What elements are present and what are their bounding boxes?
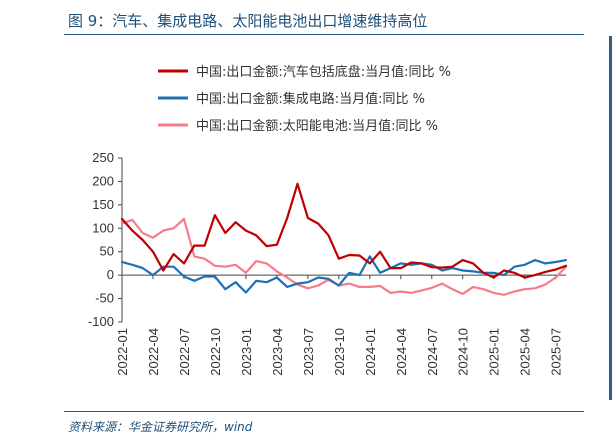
x-tick-label: 2023-07 [301,328,316,376]
series-line-3 [120,217,568,296]
series-line-1 [120,182,568,279]
y-tick-label: 50 [100,244,114,259]
x-tick-label: 2023-10 [332,328,347,376]
y-tick-label: 200 [92,173,114,188]
x-tick-label: 2022-01 [115,328,130,376]
x-axis: 2022-01 2022-04 2022-07 2022-10 2023-01 2023-… [115,274,566,376]
y-tick-label: -100 [88,314,114,329]
legend-label-2: 中国:出口金额:集成电路:当月值:同比 % [196,91,425,107]
series-layer [120,182,568,296]
y-axis: -100 -50 0 50 100 150 200 250 [88,150,123,329]
x-tick-label: 2022-10 [208,328,223,376]
y-tick-label: 100 [92,220,114,235]
chart-legend: 中国:出口金额:汽车包括底盘:当月值:同比 % 中国:出口金额:集成电路:当月值:… [158,64,451,134]
x-tick-label: 2024-04 [394,328,409,376]
y-tick-label: 250 [92,150,114,165]
x-tick-label: 2024-01 [363,328,378,376]
x-tick-label: 2025-04 [518,328,533,376]
footer-divider [64,411,584,412]
x-tick-label: 2025-07 [549,328,564,376]
x-tick-label: 2022-04 [146,328,161,376]
title-divider [64,34,584,35]
series-line-2 [120,255,568,294]
right-edge-bar [609,36,612,400]
x-tick-label: 2024-07 [425,328,440,376]
legend-label-3: 中国:出口金额:太阳能电池:当月值:同比 % [196,118,438,134]
source-note: 资料来源：华金证券研究所，wind [68,420,253,434]
y-tick-label: 0 [107,267,114,282]
x-tick-label: 2023-04 [270,328,285,376]
x-tick-label: 2023-01 [239,328,254,376]
y-tick-label: 150 [92,197,114,212]
y-tick-label: -50 [95,291,114,306]
x-tick-label: 2024-10 [456,328,471,376]
figure-title: 图 9：汽车、集成电路、太阳能电池出口增速维持高位 [68,12,428,30]
legend-label-1: 中国:出口金额:汽车包括底盘:当月值:同比 % [196,64,451,80]
x-tick-label: 2022-07 [177,328,192,376]
x-tick-label: 2025-01 [487,328,502,376]
